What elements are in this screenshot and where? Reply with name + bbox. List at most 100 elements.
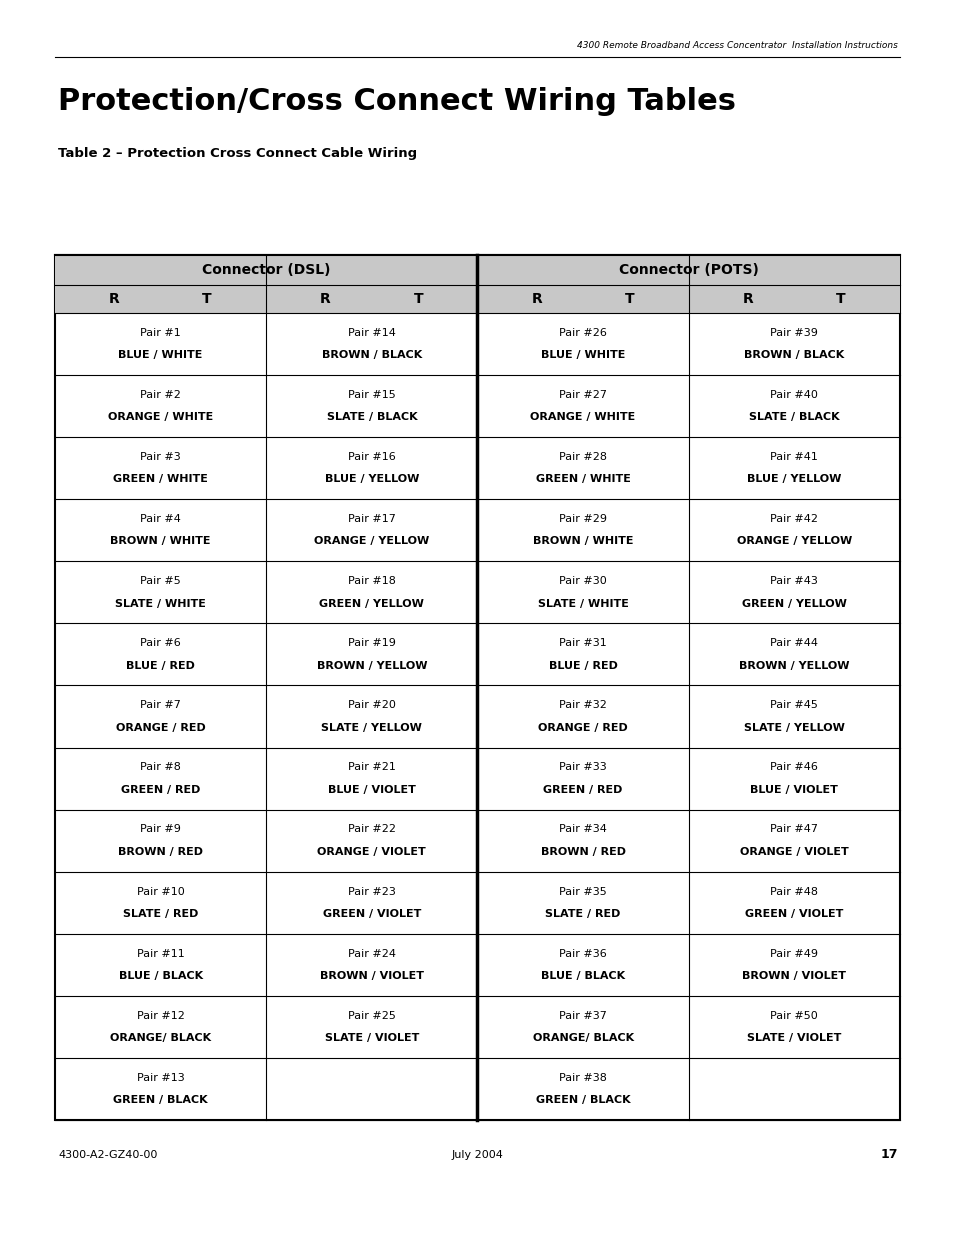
Text: BROWN / YELLOW: BROWN / YELLOW xyxy=(739,661,849,671)
Text: ORANGE/ BLACK: ORANGE/ BLACK xyxy=(110,1032,211,1044)
Text: Pair #44: Pair #44 xyxy=(770,638,818,648)
Text: Pair #42: Pair #42 xyxy=(770,514,818,524)
Text: Pair #23: Pair #23 xyxy=(348,887,395,897)
Text: BLUE / YELLOW: BLUE / YELLOW xyxy=(746,474,841,484)
Text: ORANGE / WHITE: ORANGE / WHITE xyxy=(530,412,635,422)
Text: T: T xyxy=(202,291,212,306)
Text: Pair #25: Pair #25 xyxy=(348,1010,395,1020)
Text: Pair #37: Pair #37 xyxy=(558,1010,606,1020)
Text: ORANGE/ BLACK: ORANGE/ BLACK xyxy=(532,1032,633,1044)
Text: Pair #46: Pair #46 xyxy=(770,762,818,772)
Text: Pair #9: Pair #9 xyxy=(140,825,181,835)
Text: BLUE / WHITE: BLUE / WHITE xyxy=(118,351,203,361)
Text: Pair #19: Pair #19 xyxy=(348,638,395,648)
Text: SLATE / WHITE: SLATE / WHITE xyxy=(537,599,628,609)
Text: SLATE / WHITE: SLATE / WHITE xyxy=(115,599,206,609)
Text: Protection/Cross Connect Wiring Tables: Protection/Cross Connect Wiring Tables xyxy=(58,86,735,116)
Text: ORANGE / WHITE: ORANGE / WHITE xyxy=(108,412,213,422)
Text: SLATE / BLACK: SLATE / BLACK xyxy=(748,412,839,422)
Text: BROWN / YELLOW: BROWN / YELLOW xyxy=(316,661,427,671)
Text: Pair #21: Pair #21 xyxy=(348,762,395,772)
Text: Pair #43: Pair #43 xyxy=(770,577,818,587)
Text: ORANGE / RED: ORANGE / RED xyxy=(115,722,205,732)
Text: ORANGE / YELLOW: ORANGE / YELLOW xyxy=(314,536,429,546)
Text: Pair #22: Pair #22 xyxy=(348,825,395,835)
Text: R: R xyxy=(319,291,331,306)
Text: BROWN / RED: BROWN / RED xyxy=(540,847,625,857)
Text: BROWN / VIOLET: BROWN / VIOLET xyxy=(741,971,845,981)
Text: Pair #49: Pair #49 xyxy=(770,948,818,958)
Text: BLUE / RED: BLUE / RED xyxy=(126,661,194,671)
Bar xyxy=(55,254,899,1120)
Text: BROWN / WHITE: BROWN / WHITE xyxy=(111,536,211,546)
Text: GREEN / YELLOW: GREEN / YELLOW xyxy=(319,599,424,609)
Text: Pair #45: Pair #45 xyxy=(770,700,818,710)
Text: SLATE / YELLOW: SLATE / YELLOW xyxy=(743,722,844,732)
Text: BROWN / BLACK: BROWN / BLACK xyxy=(743,351,843,361)
Text: Pair #13: Pair #13 xyxy=(136,1073,184,1083)
Text: Pair #39: Pair #39 xyxy=(770,327,818,338)
Text: Pair #33: Pair #33 xyxy=(558,762,606,772)
Text: Pair #47: Pair #47 xyxy=(770,825,818,835)
Text: GREEN / VIOLET: GREEN / VIOLET xyxy=(322,909,420,919)
Text: Pair #10: Pair #10 xyxy=(136,887,184,897)
Text: T: T xyxy=(413,291,423,306)
Text: 17: 17 xyxy=(880,1149,897,1161)
Text: GREEN / RED: GREEN / RED xyxy=(543,784,622,795)
Text: GREEN / WHITE: GREEN / WHITE xyxy=(536,474,630,484)
Text: BROWN / RED: BROWN / RED xyxy=(118,847,203,857)
Text: Pair #30: Pair #30 xyxy=(558,577,606,587)
Text: T: T xyxy=(835,291,844,306)
Text: Table 2 – Protection Cross Connect Cable Wiring: Table 2 – Protection Cross Connect Cable… xyxy=(58,147,416,161)
Text: Pair #16: Pair #16 xyxy=(348,452,395,462)
Text: ORANGE / RED: ORANGE / RED xyxy=(537,722,627,732)
Text: BLUE / BLACK: BLUE / BLACK xyxy=(118,971,202,981)
Text: Pair #32: Pair #32 xyxy=(558,700,606,710)
Text: ORANGE / VIOLET: ORANGE / VIOLET xyxy=(317,847,426,857)
Text: Pair #2: Pair #2 xyxy=(140,390,181,400)
Text: Pair #34: Pair #34 xyxy=(558,825,606,835)
Text: SLATE / VIOLET: SLATE / VIOLET xyxy=(746,1032,841,1044)
Text: Pair #38: Pair #38 xyxy=(558,1073,606,1083)
Text: BROWN / VIOLET: BROWN / VIOLET xyxy=(319,971,423,981)
Text: Pair #50: Pair #50 xyxy=(770,1010,818,1020)
Text: Pair #35: Pair #35 xyxy=(558,887,606,897)
Text: Connector (POTS): Connector (POTS) xyxy=(618,263,758,277)
Text: Pair #11: Pair #11 xyxy=(136,948,184,958)
Text: Pair #3: Pair #3 xyxy=(140,452,181,462)
Text: Pair #7: Pair #7 xyxy=(140,700,181,710)
Text: R: R xyxy=(741,291,753,306)
Text: ORANGE / YELLOW: ORANGE / YELLOW xyxy=(736,536,851,546)
Text: 4300-A2-GZ40-00: 4300-A2-GZ40-00 xyxy=(58,1150,157,1160)
Text: SLATE / BLACK: SLATE / BLACK xyxy=(326,412,416,422)
Text: Pair #48: Pair #48 xyxy=(770,887,818,897)
Text: Pair #12: Pair #12 xyxy=(136,1010,184,1020)
Text: BLUE / RED: BLUE / RED xyxy=(548,661,617,671)
Bar xyxy=(55,285,899,312)
Text: GREEN / VIOLET: GREEN / VIOLET xyxy=(744,909,842,919)
Text: Pair #4: Pair #4 xyxy=(140,514,181,524)
Text: BROWN / WHITE: BROWN / WHITE xyxy=(533,536,633,546)
Text: ORANGE / VIOLET: ORANGE / VIOLET xyxy=(740,847,848,857)
Text: Connector (DSL): Connector (DSL) xyxy=(202,263,330,277)
Text: Pair #17: Pair #17 xyxy=(348,514,395,524)
Text: Pair #31: Pair #31 xyxy=(558,638,606,648)
Text: BLUE / BLACK: BLUE / BLACK xyxy=(540,971,624,981)
Text: BLUE / VIOLET: BLUE / VIOLET xyxy=(328,784,416,795)
Text: SLATE / RED: SLATE / RED xyxy=(545,909,620,919)
Bar xyxy=(55,254,899,285)
Text: Pair #20: Pair #20 xyxy=(348,700,395,710)
Text: R: R xyxy=(531,291,541,306)
Text: Pair #41: Pair #41 xyxy=(770,452,818,462)
Text: July 2004: July 2004 xyxy=(451,1150,502,1160)
Text: 4300 Remote Broadband Access Concentrator  Installation Instructions: 4300 Remote Broadband Access Concentrato… xyxy=(577,41,897,49)
Text: Pair #18: Pair #18 xyxy=(348,577,395,587)
Text: GREEN / WHITE: GREEN / WHITE xyxy=(113,474,208,484)
Text: SLATE / VIOLET: SLATE / VIOLET xyxy=(324,1032,418,1044)
Text: Pair #26: Pair #26 xyxy=(558,327,606,338)
Text: Pair #28: Pair #28 xyxy=(558,452,606,462)
Text: BLUE / WHITE: BLUE / WHITE xyxy=(540,351,624,361)
Text: R: R xyxy=(109,291,119,306)
Text: Pair #40: Pair #40 xyxy=(770,390,818,400)
Text: GREEN / BLACK: GREEN / BLACK xyxy=(536,1095,630,1105)
